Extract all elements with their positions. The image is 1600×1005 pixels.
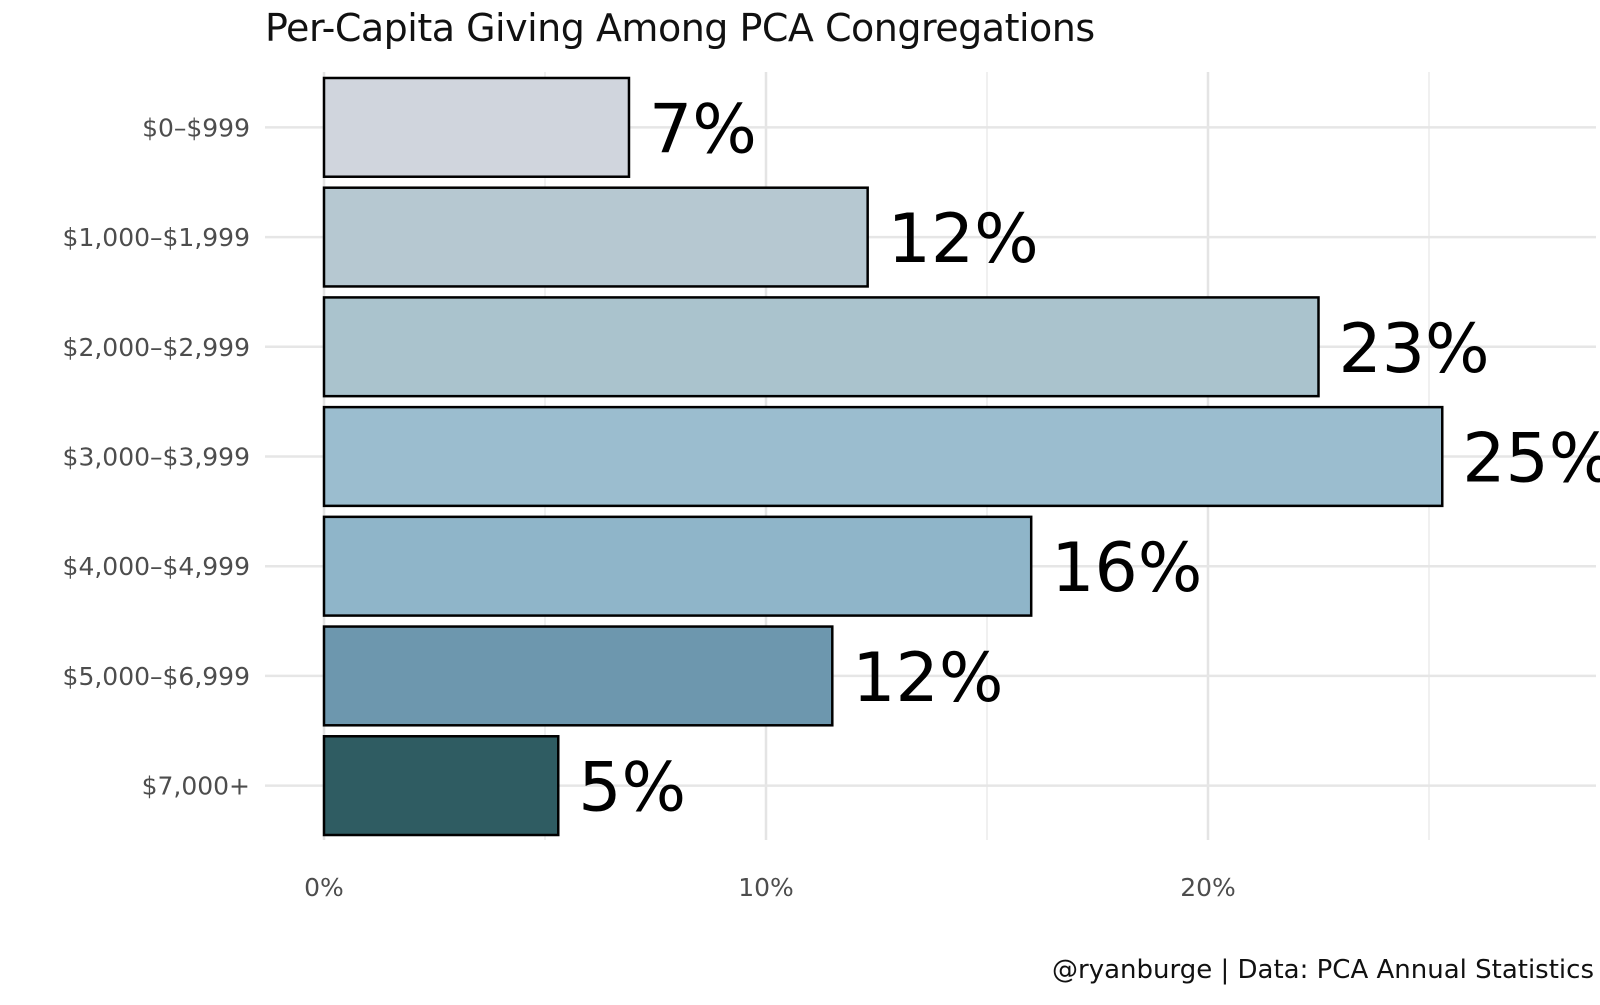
data-label: 25% (1462, 420, 1600, 499)
category-label: $0–$999 (142, 113, 250, 142)
category-label: $3,000–$3,999 (63, 443, 250, 472)
category-label: $2,000–$2,999 (63, 333, 250, 362)
chart-title: Per-Capita Giving Among PCA Congregation… (265, 6, 1095, 50)
category-label: $1,000–$1,999 (63, 223, 250, 252)
chart-caption: @ryanburge | Data: PCA Annual Statistics (1052, 955, 1594, 985)
x-tick-label: 10% (738, 873, 794, 902)
data-label: 12% (852, 639, 1003, 718)
x-tick-label: 20% (1180, 873, 1236, 902)
bar (322, 76, 631, 178)
data-label: 7% (649, 90, 757, 169)
bar (322, 296, 1320, 398)
category-label: $4,000–$4,999 (63, 552, 250, 581)
x-tick-label: 0% (304, 873, 344, 902)
category-label: $5,000–$6,999 (63, 662, 250, 691)
data-label: 12% (888, 200, 1039, 279)
bar (322, 186, 869, 288)
data-label: 5% (578, 749, 686, 828)
category-label: $7,000+ (142, 772, 250, 801)
data-label: 16% (1051, 529, 1202, 608)
data-label: 23% (1339, 310, 1490, 389)
bar (322, 515, 1033, 617)
bar (322, 625, 834, 727)
bar (322, 405, 1444, 508)
bar (322, 735, 560, 837)
